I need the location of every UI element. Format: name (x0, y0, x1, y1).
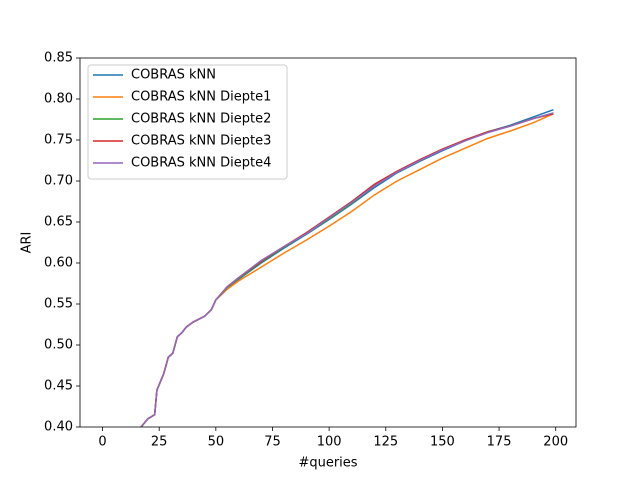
x-tick-label: 75 (264, 435, 281, 450)
y-tick-label: 0.40 (44, 420, 73, 435)
x-tick-label: 150 (430, 435, 455, 450)
legend-label: COBRAS kNN Diepte1 (131, 90, 271, 105)
y-axis-label: ARI (20, 232, 35, 254)
y-tick-label: 0.50 (44, 338, 73, 353)
legend-label: COBRAS kNN Diepte3 (131, 134, 271, 149)
x-tick-label: 100 (317, 435, 342, 450)
y-tick-label: 0.60 (44, 256, 73, 271)
y-tick-label: 0.65 (44, 215, 73, 230)
x-tick-label: 175 (487, 435, 512, 450)
axes-frame (79, 57, 577, 428)
legend-label: COBRAS kNN Diepte2 (131, 112, 271, 127)
legend-box (87, 64, 288, 180)
x-tick-label: 50 (208, 435, 225, 450)
y-tick-label: 0.85 (44, 51, 73, 66)
y-tick-label: 0.75 (44, 133, 73, 148)
legend-label: COBRAS kNN Diepte4 (131, 156, 271, 171)
x-tick-label: 200 (543, 435, 568, 450)
legend-label: COBRAS kNN (131, 68, 216, 83)
x-tick-label: 25 (151, 435, 168, 450)
plot-area (140, 108, 554, 427)
x-tick-label: 0 (98, 435, 106, 450)
series-line (140, 112, 554, 427)
y-tick-label: 0.45 (44, 379, 73, 394)
y-tick-label: 0.70 (44, 174, 73, 189)
y-tick-label: 0.55 (44, 297, 73, 312)
x-tick-label: 125 (373, 435, 398, 450)
y-tick-label: 0.80 (44, 92, 73, 107)
x-axis-label: #queries (298, 456, 357, 471)
